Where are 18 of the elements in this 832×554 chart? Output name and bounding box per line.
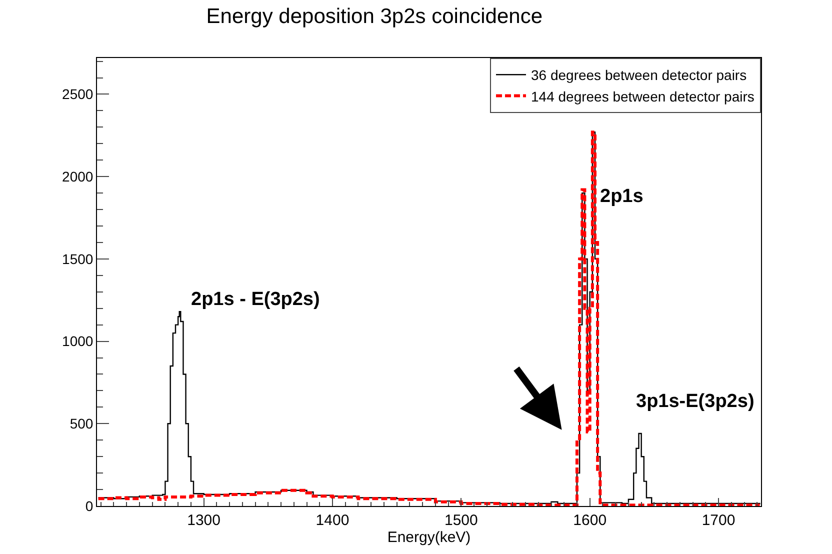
y-tick-label: 1000 bbox=[62, 333, 94, 350]
y-tick-label: 2500 bbox=[62, 86, 94, 102]
y-tick-label: 500 bbox=[70, 416, 94, 432]
y-tick-label: 0 bbox=[85, 498, 94, 514]
x-axis-title: Energy(keV) bbox=[387, 529, 471, 546]
annotation: 2p1s bbox=[600, 186, 644, 207]
x-tick-label: 1600 bbox=[573, 512, 607, 529]
chart-title: Energy deposition 3p2s coincidence bbox=[206, 5, 543, 28]
x-tick-label: 1300 bbox=[187, 512, 220, 529]
annotation: 2p1s - E(3p2s) bbox=[191, 289, 320, 310]
annotation: 3p1s-E(3p2s) bbox=[636, 391, 754, 412]
y-tick-label: 1500 bbox=[62, 250, 94, 267]
x-tick-label: 1500 bbox=[444, 512, 478, 529]
x-tick-label: 1700 bbox=[702, 512, 736, 529]
x-tick-label: 1400 bbox=[316, 512, 350, 529]
legend-label: 36 degrees between detector pairs bbox=[531, 67, 747, 84]
legend-label: 144 degrees between detector pairs bbox=[531, 88, 754, 104]
y-tick-label: 2000 bbox=[62, 168, 94, 184]
